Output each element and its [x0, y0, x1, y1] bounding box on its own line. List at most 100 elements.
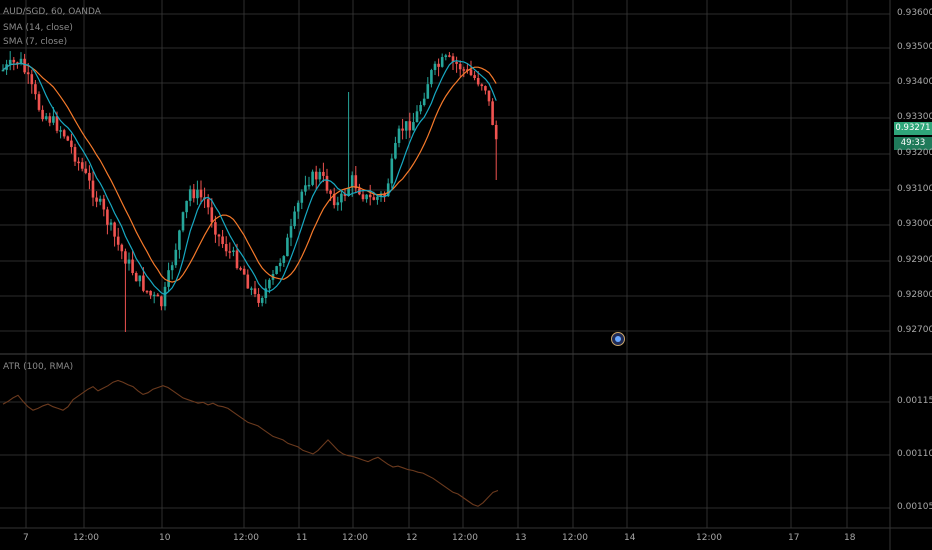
candle-body — [286, 237, 289, 257]
candle-body — [340, 193, 343, 203]
candle-body — [55, 116, 59, 131]
candle-body — [318, 171, 322, 180]
candle-body — [412, 122, 415, 131]
candle-body — [246, 274, 250, 289]
candle-body — [257, 294, 260, 303]
candle-body — [142, 275, 145, 291]
candle-body — [8, 59, 12, 65]
candle-body — [350, 175, 354, 188]
candle-body — [365, 194, 368, 200]
candle-body — [210, 207, 214, 223]
candle-body — [304, 185, 307, 192]
candle-body — [73, 147, 77, 162]
candle-body — [34, 84, 37, 95]
candle-body — [480, 84, 484, 87]
candle-body — [120, 244, 124, 252]
candle-body — [138, 275, 142, 282]
candle-body — [491, 101, 494, 125]
candle-body — [401, 128, 404, 131]
candle-body — [217, 234, 221, 237]
time-tick-label: 12:00 — [562, 533, 588, 543]
candle-body — [390, 158, 394, 184]
candle-body — [250, 288, 253, 290]
candle-body — [199, 189, 203, 198]
candle-body — [160, 296, 163, 307]
candle-body — [415, 111, 419, 123]
economic-event-icon[interactable] — [611, 332, 625, 346]
time-tick-label: 10 — [159, 533, 171, 543]
sma-7-line — [2, 60, 497, 296]
candle-body — [469, 69, 473, 76]
candle-body — [95, 197, 98, 202]
candle-body — [473, 75, 476, 79]
atr-tick-label: 0.00110 — [897, 449, 932, 459]
candle-body — [181, 212, 185, 231]
candle-body — [113, 222, 116, 237]
sma-14-legend: SMA (14, close) — [3, 23, 73, 33]
candle-body — [80, 162, 84, 169]
candle-body — [232, 250, 235, 252]
candle-body — [102, 198, 106, 210]
symbol-legend: AUD/SGD, 60, OANDA — [3, 7, 101, 17]
time-tick-label: 12:00 — [73, 533, 99, 543]
time-tick-label: 12:00 — [233, 533, 259, 543]
price-tick-label: 0.93100 — [897, 184, 932, 194]
candle-body — [322, 171, 325, 176]
candle-body — [196, 189, 199, 199]
candle-body — [62, 130, 66, 137]
candle-body — [347, 187, 350, 196]
candle-body — [52, 116, 55, 123]
candle-body — [354, 175, 358, 189]
atr-tick-label: 0.00105 — [897, 502, 932, 512]
price-tick-label: 0.93200 — [897, 148, 932, 158]
candle-body — [433, 63, 437, 71]
candle-body — [408, 121, 412, 131]
candle-body — [332, 193, 336, 206]
candle-body — [426, 84, 430, 99]
candle-body — [109, 222, 113, 225]
candle-body — [19, 58, 23, 64]
candle-body — [84, 168, 88, 173]
candle-body — [282, 256, 286, 263]
candle-body — [368, 194, 372, 198]
candle-body — [228, 251, 232, 253]
time-tick-label: 12:00 — [452, 533, 478, 543]
candle-body — [88, 172, 91, 181]
candle-body — [44, 116, 48, 120]
candle-body — [383, 193, 386, 197]
candle-body — [16, 62, 19, 64]
candle-body — [376, 196, 379, 200]
candle-body — [293, 211, 296, 227]
candle-body — [397, 128, 401, 143]
time-tick-label: 18 — [844, 533, 856, 543]
candle-body — [98, 198, 102, 202]
sma-7-legend: SMA (7, close) — [3, 37, 68, 47]
candle-body — [455, 61, 458, 64]
candle-body — [174, 249, 178, 266]
candle-body — [437, 63, 440, 67]
candle-body — [178, 230, 181, 250]
price-tick-label: 0.92800 — [897, 290, 932, 300]
candle-body — [48, 116, 52, 123]
candle-body — [224, 244, 228, 252]
candle-body — [278, 262, 282, 267]
candle-body — [336, 202, 340, 206]
candle-body — [149, 290, 152, 296]
time-tick-label: 17 — [788, 533, 800, 543]
candle-body — [451, 56, 455, 62]
candle-body — [372, 197, 376, 200]
candle-body — [311, 171, 314, 185]
candle-body — [167, 270, 170, 287]
candle-body — [131, 259, 134, 274]
candle-body — [275, 266, 278, 275]
price-tick-label: 0.92700 — [897, 325, 932, 335]
time-tick-label: 14 — [624, 533, 636, 543]
candle-body — [422, 98, 426, 106]
candle-body — [329, 190, 332, 194]
candle-body — [430, 70, 433, 85]
candle-body — [448, 55, 451, 57]
candle-body — [37, 94, 41, 110]
sma-14-line — [2, 62, 497, 283]
last-price-badge: 0.93271 — [894, 122, 932, 135]
